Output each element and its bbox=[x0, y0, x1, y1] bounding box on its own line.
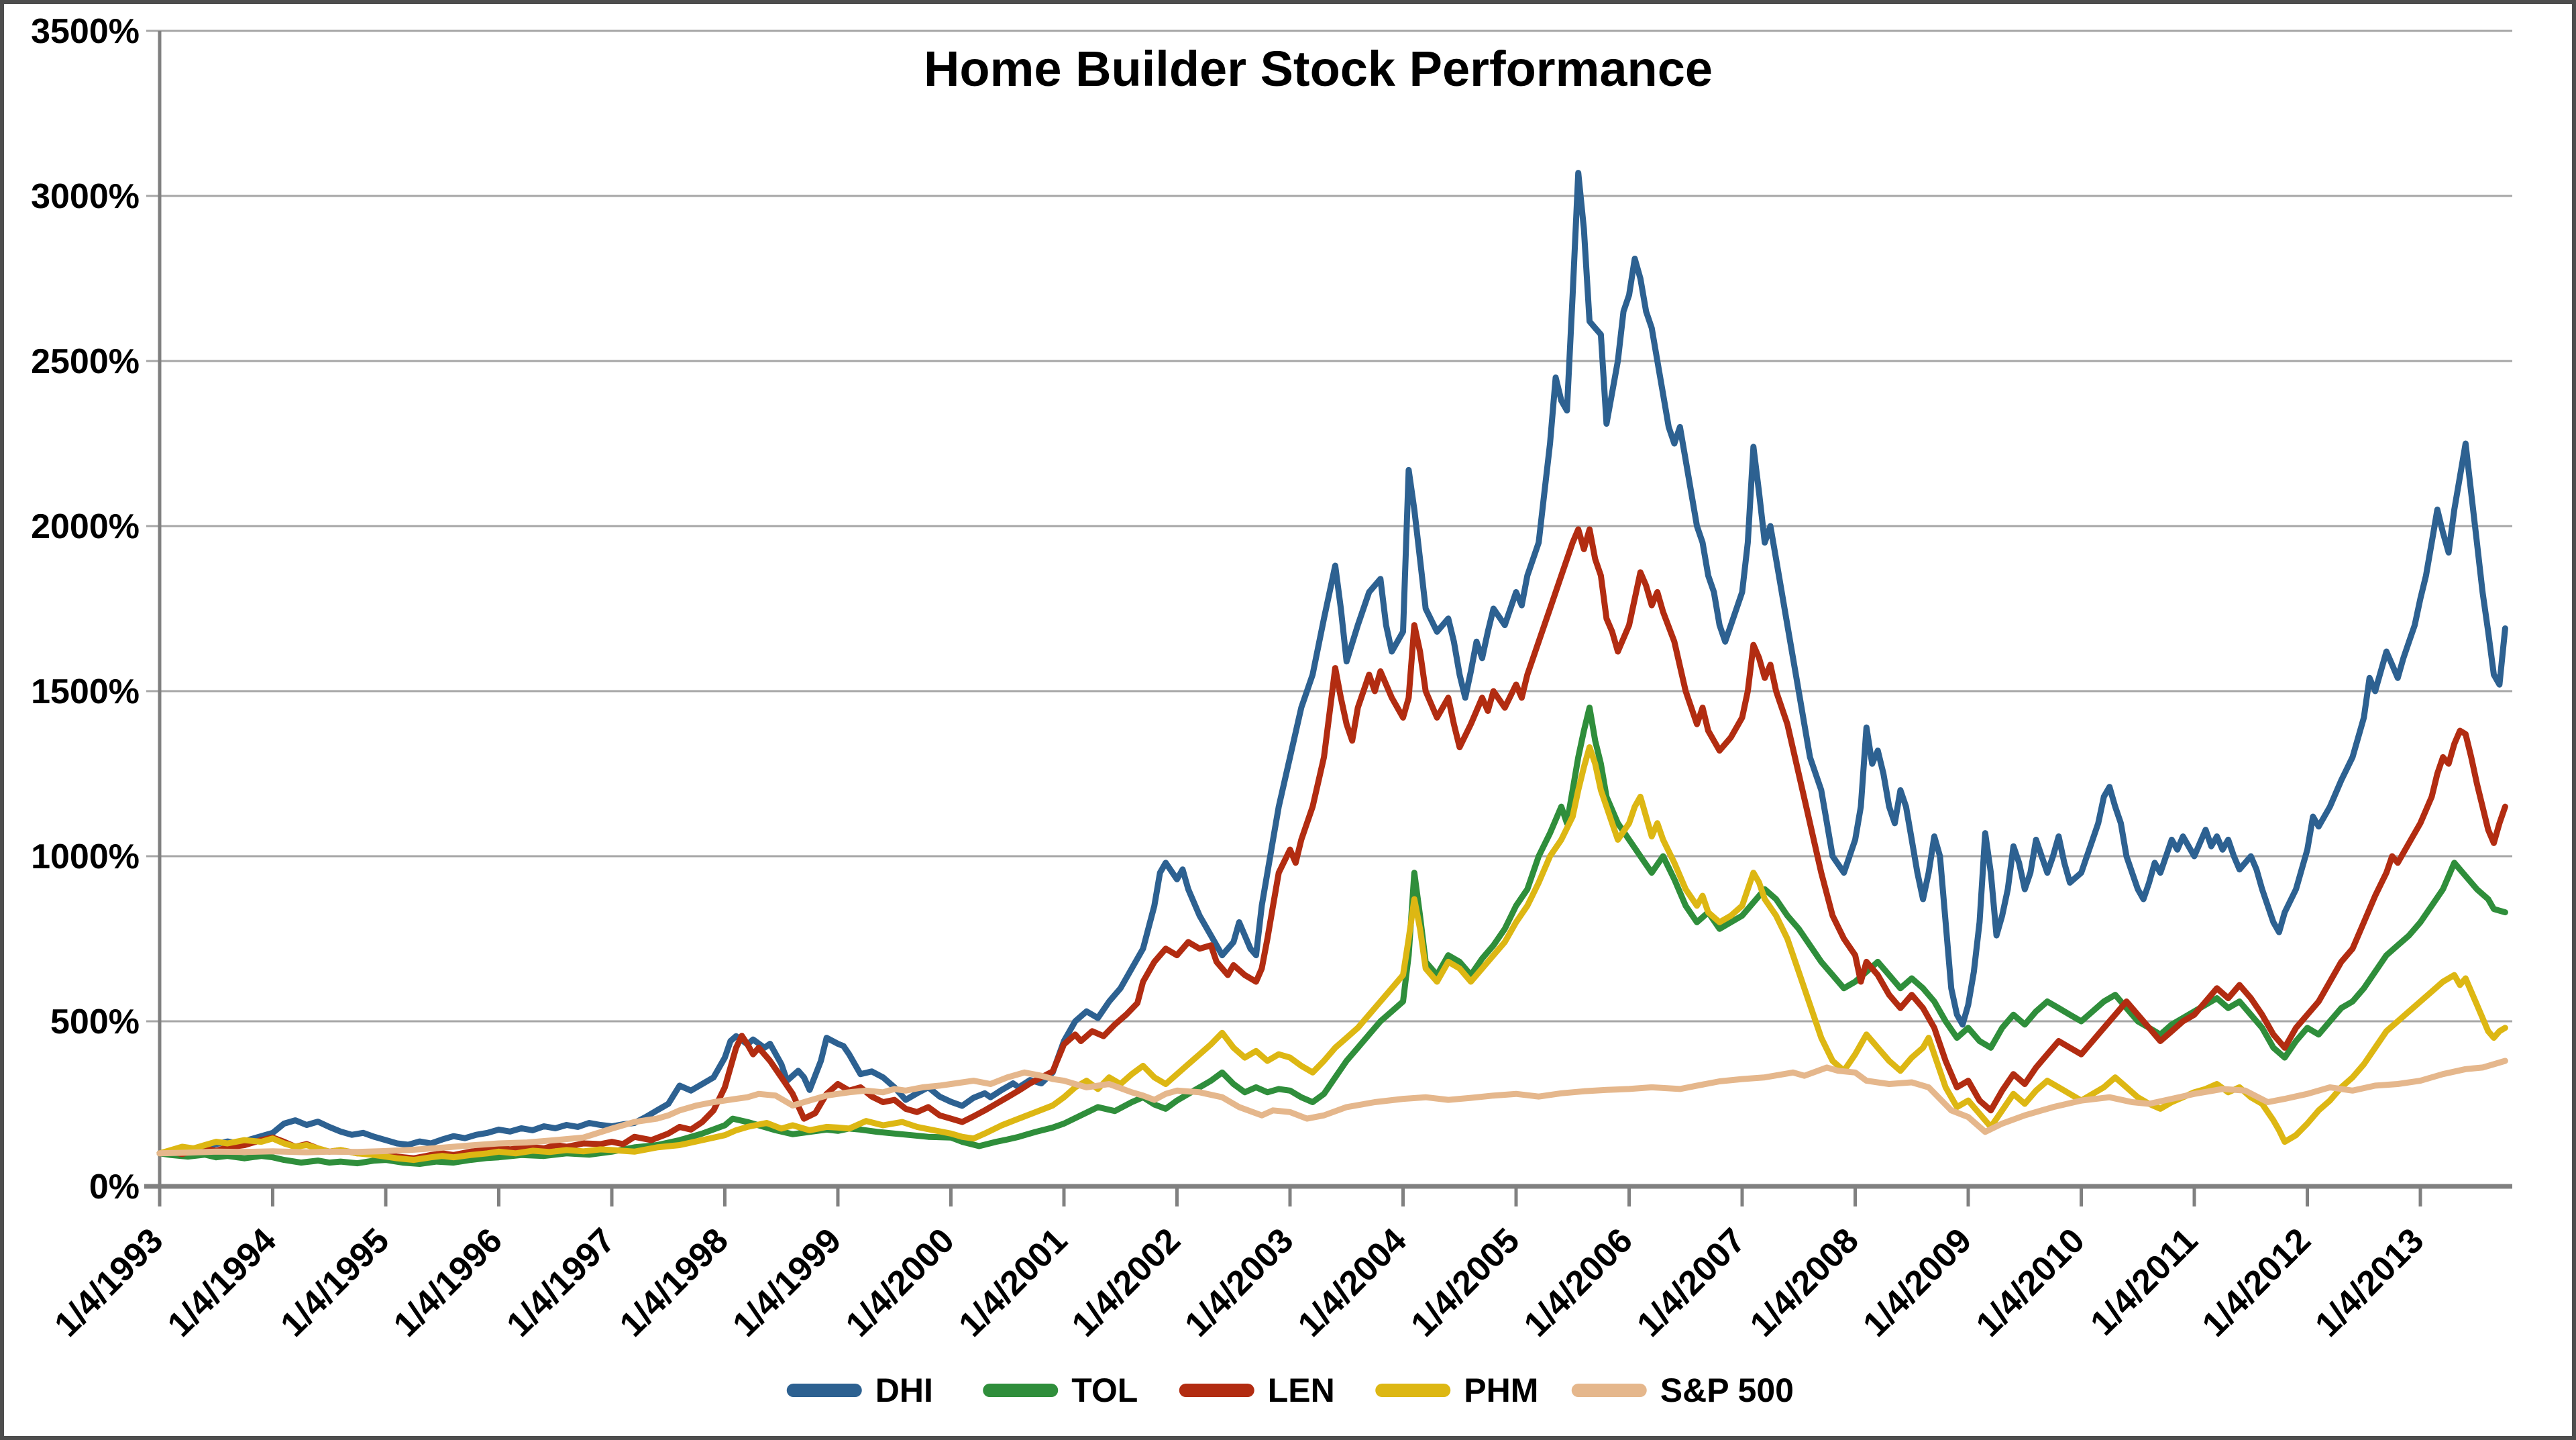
y-tick-label-3500%: 3500% bbox=[31, 12, 140, 51]
x-tick-label-1/4/2005: 1/4/2005 bbox=[1403, 1221, 1527, 1344]
chart-title: Home Builder Stock Performance bbox=[924, 41, 1713, 97]
x-tick-label-1/4/2012: 1/4/2012 bbox=[2195, 1221, 2318, 1344]
series-line-TOL bbox=[156, 705, 2508, 1167]
series-lines bbox=[156, 170, 2508, 1167]
x-tick-label-1/4/2011: 1/4/2011 bbox=[2083, 1221, 2205, 1343]
axes bbox=[144, 31, 2512, 1206]
y-tick-label-0%: 0% bbox=[89, 1168, 140, 1206]
x-tick-label-1/4/1998: 1/4/1998 bbox=[612, 1221, 736, 1344]
gridlines bbox=[146, 30, 2512, 1023]
x-tick-label-1/4/2007: 1/4/2007 bbox=[1629, 1221, 1753, 1344]
legend-item-TOL: TOL bbox=[983, 1372, 1138, 1409]
y-tick-label-500%: 500% bbox=[50, 1002, 140, 1041]
legend-label-PHM: PHM bbox=[1464, 1372, 1538, 1409]
x-tick-label-1/4/1995: 1/4/1995 bbox=[273, 1221, 396, 1344]
chart-legend: DHI TOL LEN PHM S&P 500 bbox=[786, 1372, 1794, 1409]
x-tick-label-1/4/2006: 1/4/2006 bbox=[1517, 1221, 1640, 1344]
legend-item-S&P 500: S&P 500 bbox=[1571, 1372, 1794, 1409]
legend-label-LEN: LEN bbox=[1268, 1372, 1335, 1409]
series-line-LEN bbox=[156, 526, 2508, 1162]
series-line-PHM bbox=[156, 744, 2508, 1164]
y-axis-tick-labels: 0% 500% 1000% 1500% 2000% 2500% 3000% 3500% bbox=[31, 12, 140, 1206]
legend-label-DHI: DHI bbox=[875, 1372, 933, 1409]
legend-item-LEN: LEN bbox=[1179, 1372, 1335, 1409]
series-line-S&P 500 bbox=[156, 1058, 2508, 1157]
x-tick-label-1/4/2013: 1/4/2013 bbox=[2308, 1221, 2431, 1344]
y-tick-label-3000%: 3000% bbox=[31, 177, 140, 216]
x-tick-label-1/4/1999: 1/4/1999 bbox=[725, 1221, 849, 1344]
x-tick-label-1/4/1996: 1/4/1996 bbox=[386, 1221, 510, 1344]
x-tick-label-1/4/2003: 1/4/2003 bbox=[1177, 1221, 1301, 1344]
legend-swatch-S&P 500 bbox=[1571, 1384, 1647, 1397]
legend-item-PHM: PHM bbox=[1375, 1372, 1538, 1409]
y-tick-label-2500%: 2500% bbox=[31, 342, 140, 381]
x-axis-tick-labels: 1/4/19931/4/19941/4/19951/4/19961/4/1997… bbox=[47, 1221, 2431, 1344]
x-tick-label-1/4/2009: 1/4/2009 bbox=[1856, 1221, 1979, 1344]
legend-label-TOL: TOL bbox=[1071, 1372, 1138, 1409]
legend-item-DHI: DHI bbox=[786, 1372, 933, 1409]
series-line-DHI bbox=[156, 170, 2508, 1157]
x-tick-label-1/4/1997: 1/4/1997 bbox=[499, 1221, 623, 1344]
y-tick-label-1500%: 1500% bbox=[31, 672, 140, 711]
x-tick-label-1/4/2004: 1/4/2004 bbox=[1291, 1221, 1414, 1344]
x-tick-label-1/4/2000: 1/4/2000 bbox=[839, 1221, 962, 1344]
y-tick-label-2000%: 2000% bbox=[31, 507, 140, 546]
x-tick-label-1/4/2010: 1/4/2010 bbox=[1969, 1221, 2092, 1344]
legend-swatch-TOL bbox=[983, 1384, 1059, 1397]
x-tick-label-1/4/1994: 1/4/1994 bbox=[160, 1221, 284, 1344]
legend-swatch-LEN bbox=[1179, 1384, 1254, 1397]
x-tick-label-1/4/2008: 1/4/2008 bbox=[1743, 1221, 1866, 1344]
legend-swatch-PHM bbox=[1375, 1384, 1451, 1397]
legend-label-S&P 500: S&P 500 bbox=[1660, 1372, 1794, 1409]
y-tick-label-1000%: 1000% bbox=[31, 837, 140, 876]
legend-swatch-DHI bbox=[786, 1384, 862, 1397]
x-tick-label-1/4/1993: 1/4/1993 bbox=[47, 1221, 170, 1344]
x-tick-label-1/4/2002: 1/4/2002 bbox=[1065, 1221, 1188, 1344]
x-tick-label-1/4/2001: 1/4/2001 bbox=[951, 1221, 1075, 1344]
